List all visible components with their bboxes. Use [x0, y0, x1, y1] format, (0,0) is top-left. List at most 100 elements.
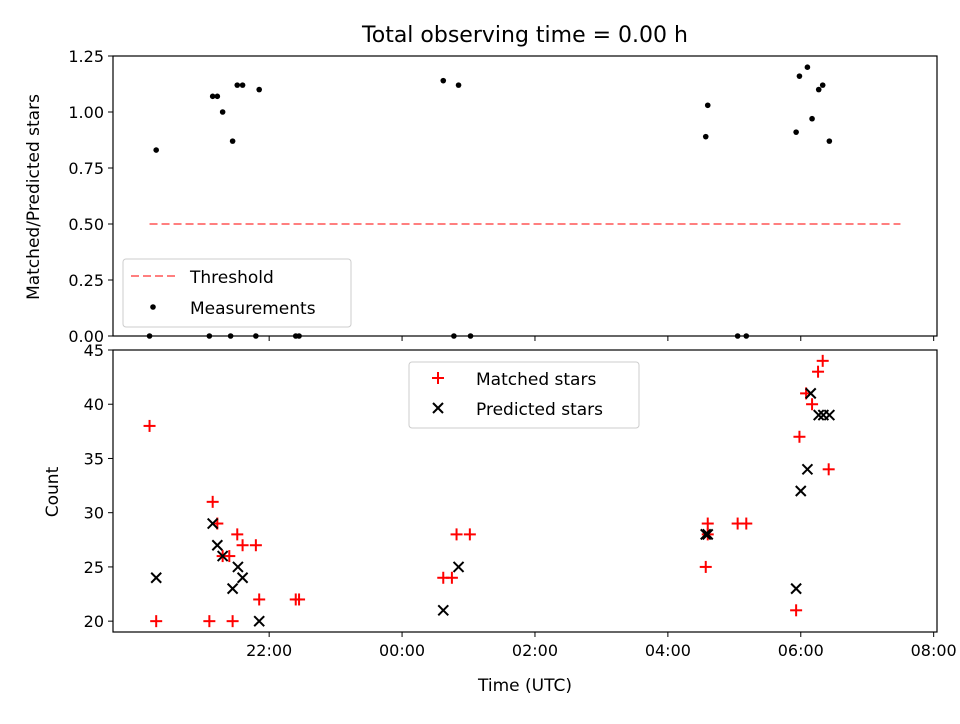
matched-star-point — [793, 430, 806, 443]
y-tick-label: 1.25 — [68, 47, 104, 66]
predicted-legend-label: Predicted stars — [476, 400, 603, 420]
measurement-point — [704, 102, 711, 109]
predicted-star-point — [795, 485, 807, 497]
predicted-star-point — [790, 582, 802, 595]
x-tick-label: 08:00 — [911, 641, 957, 660]
measurement-point — [219, 109, 226, 115]
measurement-point — [146, 333, 153, 339]
measurements-legend-label: Measurements — [190, 299, 316, 319]
predicted-star-point — [702, 528, 714, 541]
y-tick-label: 0.00 — [68, 327, 104, 346]
measurement-point — [815, 86, 822, 93]
top-legend: Threshold Measurements — [122, 258, 352, 328]
y-tick-label: 0.25 — [68, 271, 104, 290]
predicted-star-point — [253, 615, 265, 627]
matched-star-point — [236, 539, 249, 552]
y-tick-label: 40 — [84, 395, 104, 414]
measurement-point — [256, 86, 262, 93]
y-tick-label: 25 — [84, 558, 104, 577]
matched-star-point — [463, 528, 476, 541]
measurement-point — [734, 333, 741, 339]
y-tick-label: 20 — [84, 612, 104, 631]
predicted-star-point — [211, 539, 224, 551]
matched-star-point — [701, 517, 714, 530]
top-legend-box — [122, 258, 352, 328]
measurement-point — [804, 64, 811, 70]
matched-star-point — [143, 419, 156, 432]
measurement-point — [239, 82, 246, 88]
measurement-point — [702, 133, 709, 140]
bottom-panel: 20 25 30 35 40 45 22:00 00:00 02:00 04:00 06:00 08… — [43, 341, 957, 696]
measurement-point — [153, 147, 159, 153]
bottom-y-ticks: 20 25 30 35 40 45 — [84, 341, 113, 631]
predicted-star-point — [823, 409, 836, 421]
predicted-star-point — [700, 528, 712, 541]
predicted-star-point — [232, 561, 244, 573]
measurement-point — [819, 82, 826, 88]
matched-star-point — [249, 539, 262, 552]
bottom-legend: Matched stars Predicted stars — [408, 361, 640, 429]
predicted-star-point — [150, 572, 162, 584]
measurement-point — [467, 333, 474, 339]
y-tick-label: 45 — [84, 341, 104, 360]
bottom-legend-box — [408, 361, 640, 429]
measurement-point — [796, 73, 803, 79]
matched-legend-label: Matched stars — [476, 370, 596, 390]
matched-star-point — [740, 517, 753, 530]
x-tick-label: 06:00 — [778, 641, 824, 660]
top-y-ticks: 0.00 0.25 0.50 0.75 1.00 1.25 — [68, 47, 113, 346]
measurement-point — [296, 333, 302, 339]
matched-star-point — [231, 528, 244, 541]
predicted-legend-swatch — [432, 402, 444, 414]
matched-star-point — [223, 550, 236, 563]
top-x-ticks — [268, 336, 935, 341]
predicted-star-point — [216, 550, 229, 562]
x-tick-label: 00:00 — [379, 641, 425, 660]
matched-star-point — [293, 593, 306, 606]
measurement-point — [234, 82, 241, 88]
top-panel: 0.00 0.25 0.50 0.75 1.00 1.25 Matched/Predict… — [24, 47, 938, 346]
y-tick-label: 30 — [84, 504, 104, 523]
y-tick-label: 0.75 — [68, 159, 104, 178]
threshold-legend-label: Threshold — [189, 268, 274, 288]
measurement-point — [743, 333, 750, 339]
matched-star-point — [206, 495, 219, 508]
y-tick-label: 1.00 — [68, 103, 104, 122]
matched-star-point — [816, 354, 829, 367]
measurement-point — [209, 93, 216, 100]
predicted-star-point — [236, 572, 249, 584]
measurement-point — [809, 115, 815, 122]
predicted-star-point — [813, 409, 825, 421]
matched-star-point — [812, 365, 825, 378]
matched-star-point — [822, 463, 835, 476]
x-tick-label: 04:00 — [645, 641, 691, 660]
y-tick-label: 35 — [84, 449, 104, 468]
measurement-point — [214, 93, 221, 100]
chart-title: Total observing time = 0.00 h — [361, 23, 688, 48]
y-tick-label: 0.50 — [68, 215, 104, 234]
measurements-legend-swatch — [150, 304, 156, 310]
measurement-point — [826, 138, 833, 144]
matched-star-point — [699, 560, 712, 573]
matched-star-point — [203, 615, 216, 628]
top-data-layer — [146, 64, 901, 339]
x-axis-label: Time (UTC) — [477, 676, 572, 696]
matched-star-point — [226, 615, 239, 628]
measurement-point — [793, 129, 799, 135]
predicted-star-point — [805, 387, 817, 400]
measurement-point — [440, 77, 447, 84]
measurement-point — [227, 333, 234, 339]
measurement-point — [451, 333, 457, 339]
bottom-x-ticks: 22:00 00:00 02:00 04:00 06:00 08:00 — [246, 632, 957, 660]
matched-star-point — [445, 571, 458, 584]
measurement-point — [229, 138, 236, 144]
predicted-star-point — [437, 604, 449, 617]
predicted-star-point — [452, 561, 465, 573]
matched-star-point — [150, 615, 163, 628]
matched-legend-swatch — [432, 372, 444, 384]
matched-star-point — [806, 398, 819, 411]
x-tick-label: 02:00 — [512, 641, 558, 660]
predicted-star-point — [801, 463, 814, 476]
top-y-axis-label: Matched/Predicted stars — [24, 94, 44, 300]
